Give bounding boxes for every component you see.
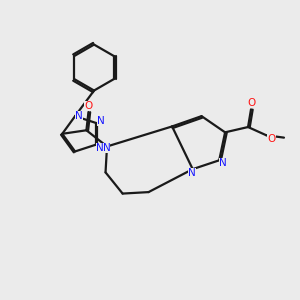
Text: N: N xyxy=(75,111,83,121)
Text: N: N xyxy=(188,168,196,178)
Text: N: N xyxy=(219,158,227,168)
Text: N: N xyxy=(103,143,110,153)
Text: O: O xyxy=(268,134,276,144)
Text: N: N xyxy=(96,143,104,153)
Text: O: O xyxy=(248,98,256,109)
Text: N: N xyxy=(97,116,105,126)
Text: O: O xyxy=(84,101,93,111)
